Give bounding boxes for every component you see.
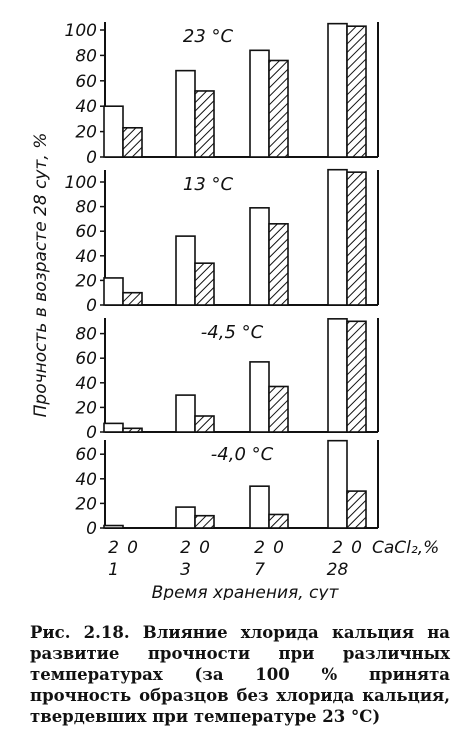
bar-with-cacl2 [327,168,348,306]
y-tick-label: 80 [75,325,97,345]
concentration-label: 2 [108,538,119,558]
bar-without-cacl2 [346,490,367,529]
storage-day-label: 3 [180,560,191,580]
bar-without-cacl2 [122,291,143,306]
bar-with-cacl2 [249,361,270,433]
y-tick-label: 20 [75,271,97,291]
panel-4: 0 20 40 60 -4,0 °C [75,439,379,539]
bar-without-cacl2 [194,514,215,529]
concentration-label: 2 [254,538,265,558]
bar-without-cacl2 [194,415,215,433]
bar-with-cacl2 [103,422,124,433]
bar-with-cacl2 [327,318,348,433]
y-tick-label: 60 [75,72,97,92]
bar-without-cacl2 [346,320,367,433]
bar-with-cacl2 [327,439,348,529]
bar-without-cacl2 [122,427,143,433]
bar-with-cacl2 [249,207,270,306]
concentration-label: 0 [199,538,210,558]
bar-with-cacl2 [175,235,196,306]
y-tick-label: 0 [86,423,97,443]
figure-caption: Рис. 2.18. Влияние хлорида кальция на ра… [30,623,450,726]
x-axis-title: Время хранения, сут [152,583,340,600]
panel-2: 0 20 40 60 80 100 13 °C [65,168,379,316]
bar-with-cacl2 [103,524,124,529]
bar-without-cacl2 [194,90,215,158]
panel-1: 0 20 40 60 80 100 23 °C [65,21,379,168]
y-tick-label: 100 [65,173,97,193]
concentration-label: 0 [127,538,138,558]
y-tick-label: 80 [75,46,97,66]
bar-without-cacl2 [268,513,289,529]
bar-with-cacl2 [249,49,270,158]
y-tick-label: 60 [75,445,97,465]
y-tick-label: 60 [75,349,97,369]
bar-without-cacl2 [268,385,289,433]
y-tick-label: 40 [75,374,97,394]
bar-with-cacl2 [103,277,124,306]
storage-day-label: 28 [327,560,349,580]
bar-without-cacl2 [194,262,215,306]
bar-with-cacl2 [175,506,196,529]
concentration-label: 2 [180,538,191,558]
concentration-label: 0 [273,538,284,558]
y-tick-label: 80 [75,198,97,218]
y-tick-label: 0 [86,296,97,316]
y-tick-label: 20 [75,398,97,418]
bar-without-cacl2 [122,126,143,158]
y-tick-label: 20 [75,123,97,143]
y-tick-label: 40 [75,247,97,267]
chart-panels: 0 20 40 60 80 100 23 °C 0 20 40 60 80 100 13 °C 0 20 40 6… [65,21,379,539]
bar-with-cacl2 [175,69,196,158]
panel-temperature-title: -4,0 °C [211,444,274,465]
concentration-label: 2 [332,538,343,558]
panel-3: 0 20 40 60 80 -4,5 °C [75,318,379,443]
concentration-unit-label: CaCl₂,% [372,538,439,558]
bar-without-cacl2 [268,59,289,158]
y-tick-label: 100 [65,21,97,41]
panel-temperature-title: -4,5 °C [201,322,264,343]
bar-with-cacl2 [175,394,196,433]
y-axis-title: Прочность в возрасте 28 сут, % [31,133,51,418]
bar-without-cacl2 [346,25,367,158]
panel-temperature-title: 23 °C [183,26,234,47]
bar-without-cacl2 [346,171,367,306]
bar-with-cacl2 [327,22,348,158]
storage-day-label: 1 [108,560,119,580]
storage-day-label: 7 [254,560,265,580]
bar-without-cacl2 [268,223,289,306]
panel-temperature-title: 13 °C [183,174,234,195]
y-tick-label: 0 [86,519,97,539]
y-tick-label: 0 [86,148,97,168]
concentration-label: 0 [351,538,362,558]
y-tick-label: 20 [75,494,97,514]
y-tick-label: 40 [75,97,97,117]
bar-with-cacl2 [249,485,270,529]
y-tick-label: 40 [75,470,97,490]
bar-with-cacl2 [103,105,124,158]
y-tick-label: 60 [75,222,97,242]
